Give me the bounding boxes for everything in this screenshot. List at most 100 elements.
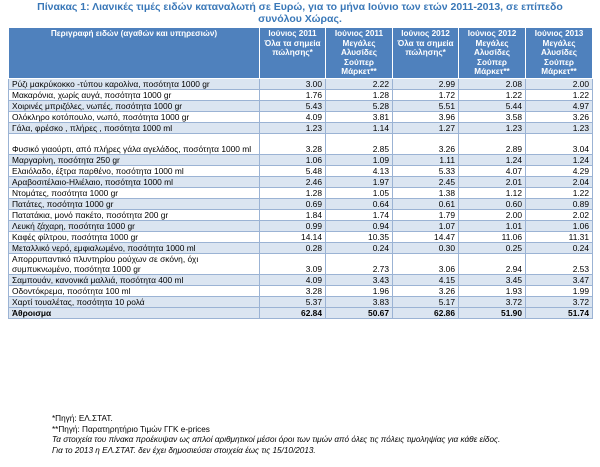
footnote-2013: Για το 2013 η ΕΛ.ΣΤΑΤ. δεν έχει δημοσιεύ… xyxy=(52,445,316,455)
table-title: Πίνακας 1: Λιανικές τιμές ειδών καταναλω… xyxy=(37,1,563,25)
row-value: 3.26 xyxy=(392,132,459,155)
row-description: Λευκή ζάχαρη, ποσότητα 1000 gr xyxy=(8,219,260,232)
row-value: 3.43 xyxy=(325,273,393,286)
row-value: 1.28 xyxy=(325,88,393,101)
row-value: 3.28 xyxy=(259,132,326,155)
row-description: Αραβοσιτέλαιο-Ηλιέλαιο, ποσότητα 1000 ml xyxy=(8,175,260,188)
row-value: 1.07 xyxy=(392,219,459,232)
row-description: Ολόκληρο κοτόπουλο, νωπό, ποσότητα 1000 … xyxy=(8,110,260,123)
row-value: 0.99 xyxy=(259,219,326,232)
total-row: Άθροισμα 62.84 50.67 62.86 51.90 51.74 xyxy=(8,306,593,319)
row-description: Χαρτί τουαλέτας, ποσότητα 10 ρολά xyxy=(8,295,260,308)
row-description: Φυσικό γιαούρτι, από πλήρες γάλα αγελάδο… xyxy=(8,132,260,155)
row-value: 1.06 xyxy=(525,219,593,232)
row-description: Απορρυπαντικό πλυντηρίου ρούχων σε σκόνη… xyxy=(8,252,260,275)
row-value: 3.00 xyxy=(259,77,326,90)
row-value: 1.22 xyxy=(525,88,593,101)
row-value: 2.46 xyxy=(259,175,326,188)
row-value: 1.79 xyxy=(392,208,459,221)
row-value: 0.61 xyxy=(392,197,459,210)
row-value: 1.99 xyxy=(525,284,593,297)
row-value: 4.07 xyxy=(458,164,526,177)
row-description: Πατατάκια, μονό πακέτο, ποσότητα 200 gr xyxy=(8,208,260,221)
row-value: 4.29 xyxy=(525,164,593,177)
row-value: 3.81 xyxy=(325,110,393,123)
row-description: Πατάτες, ποσότητα 1000 gr xyxy=(8,197,260,210)
row-value: 3.45 xyxy=(458,273,526,286)
footnotes: *Πηγή: ΕΛ.ΣΤΑΤ. **Πηγή: Παρατηρητήριο Τι… xyxy=(52,414,500,456)
row-value: 1.97 xyxy=(325,175,393,188)
row-value: 1.23 xyxy=(525,121,593,134)
row-description: Μαργαρίνη, ποσότητα 250 gr xyxy=(8,153,260,166)
row-value: 5.48 xyxy=(259,164,326,177)
row-value: 1.22 xyxy=(458,88,526,101)
total-value: 62.84 xyxy=(259,306,326,319)
table-row: Πατατάκια, μονό πακέτο, ποσότητα 200 gr 1… xyxy=(8,208,593,221)
row-description: Οδοντόκρεμα, ποσότητα 100 ml xyxy=(8,284,260,297)
table-row: Φυσικό γιαούρτι, από πλήρες γάλα αγελάδο… xyxy=(8,132,593,155)
table-row: Χαρτί τουαλέτας, ποσότητα 10 ρολά 5.37 3.8… xyxy=(8,295,593,308)
table-row: Ελαιόλαδο, έξτρα παρθένο, ποσότητα 1000 … xyxy=(8,164,593,177)
row-value: 1.74 xyxy=(325,208,393,221)
row-value: 2.45 xyxy=(392,175,459,188)
row-value: 2.85 xyxy=(325,132,393,155)
table-row: Χοιρινές μπριζόλες, νωπές, ποσότητα 1000… xyxy=(8,99,593,112)
row-value: 4.13 xyxy=(325,164,393,177)
footnote-source-2: **Πηγή: Παρατηρητήριο Τιμών ΓΓΚ e-prices xyxy=(52,424,210,434)
row-value: 3.96 xyxy=(392,110,459,123)
row-value: 2.00 xyxy=(525,77,593,90)
row-value: 1.12 xyxy=(458,186,526,199)
header-jun2011-all: Ιούνιος 2011 Όλα τα σημεία πώλησης* xyxy=(259,27,326,79)
table-row: Σαμπουάν, κανονικά μαλλιά, ποσότητα 400 … xyxy=(8,273,593,286)
row-value: 1.72 xyxy=(392,88,459,101)
row-description: Μεταλλικό νερό, εμφιαλωμένο, ποσότητα 10… xyxy=(8,241,260,254)
row-value: 1.05 xyxy=(325,186,393,199)
row-value: 3.04 xyxy=(525,132,593,155)
row-value: 1.96 xyxy=(325,284,393,297)
row-description: Καφές φίλτρου, ποσότητα 1000 gr xyxy=(8,230,260,243)
row-value: 2.73 xyxy=(325,252,393,275)
row-value: 0.64 xyxy=(325,197,393,210)
row-value: 5.43 xyxy=(259,99,326,112)
row-value: 14.14 xyxy=(259,230,326,243)
table-row: Μακαρόνια, χωρίς αυγά, ποσότητα 1000 gr 1… xyxy=(8,88,593,101)
row-value: 1.11 xyxy=(392,153,459,166)
price-table: Περιγραφή ειδών (αγαθών και υπηρεσιών) Ι… xyxy=(8,27,593,319)
row-value: 3.83 xyxy=(325,295,393,308)
row-value: 0.89 xyxy=(525,197,593,210)
header-jun2013-super: Ιούνιος 2013 Μεγάλες Αλυσίδες Σούπερ Μάρ… xyxy=(525,27,593,79)
row-value: 1.24 xyxy=(525,153,593,166)
row-value: 2.99 xyxy=(392,77,459,90)
row-value: 4.15 xyxy=(392,273,459,286)
header-row: Περιγραφή ειδών (αγαθών και υπηρεσιών) Ι… xyxy=(8,27,593,79)
row-value: 1.01 xyxy=(458,219,526,232)
row-value: 0.94 xyxy=(325,219,393,232)
row-value: 0.30 xyxy=(392,241,459,254)
total-value: 50.67 xyxy=(325,306,393,319)
row-value: 3.47 xyxy=(525,273,593,286)
row-value: 4.97 xyxy=(525,99,593,112)
footnote-method: Τα στοιχεία του πίνακα προέκυψαν ως απλο… xyxy=(52,435,501,445)
table-row: Ρύζι μακρύκοκκο -τύπου καρολίνα, ποσότητ… xyxy=(8,77,593,90)
row-value: 2.01 xyxy=(458,175,526,188)
header-jun2011-super: Ιούνιος 2011 Μεγάλες Αλυσίδες Σούπερ Μάρ… xyxy=(325,27,393,79)
table-row: Ολόκληρο κοτόπουλο, νωπό, ποσότητα 1000 … xyxy=(8,110,593,123)
row-value: 0.60 xyxy=(458,197,526,210)
row-value: 0.24 xyxy=(525,241,593,254)
row-description: Ρύζι μακρύκοκκο -τύπου καρολίνα, ποσότητ… xyxy=(8,77,260,90)
row-value: 5.17 xyxy=(392,295,459,308)
row-value: 5.51 xyxy=(392,99,459,112)
row-value: 1.22 xyxy=(525,186,593,199)
row-description: Ελαιόλαδο, έξτρα παρθένο, ποσότητα 1000 … xyxy=(8,164,260,177)
total-value: 51.90 xyxy=(458,306,526,319)
row-value: 2.08 xyxy=(458,77,526,90)
row-description: Χοιρινές μπριζόλες, νωπές, ποσότητα 1000… xyxy=(8,99,260,112)
row-value: 0.28 xyxy=(259,241,326,254)
row-value: 11.31 xyxy=(525,230,593,243)
total-label: Άθροισμα xyxy=(8,306,260,319)
row-value: 1.06 xyxy=(259,153,326,166)
row-value: 1.28 xyxy=(259,186,326,199)
row-value: 3.28 xyxy=(259,284,326,297)
table-row: Πατάτες, ποσότητα 1000 gr 0.69 0.64 0.61 0.6… xyxy=(8,197,593,210)
